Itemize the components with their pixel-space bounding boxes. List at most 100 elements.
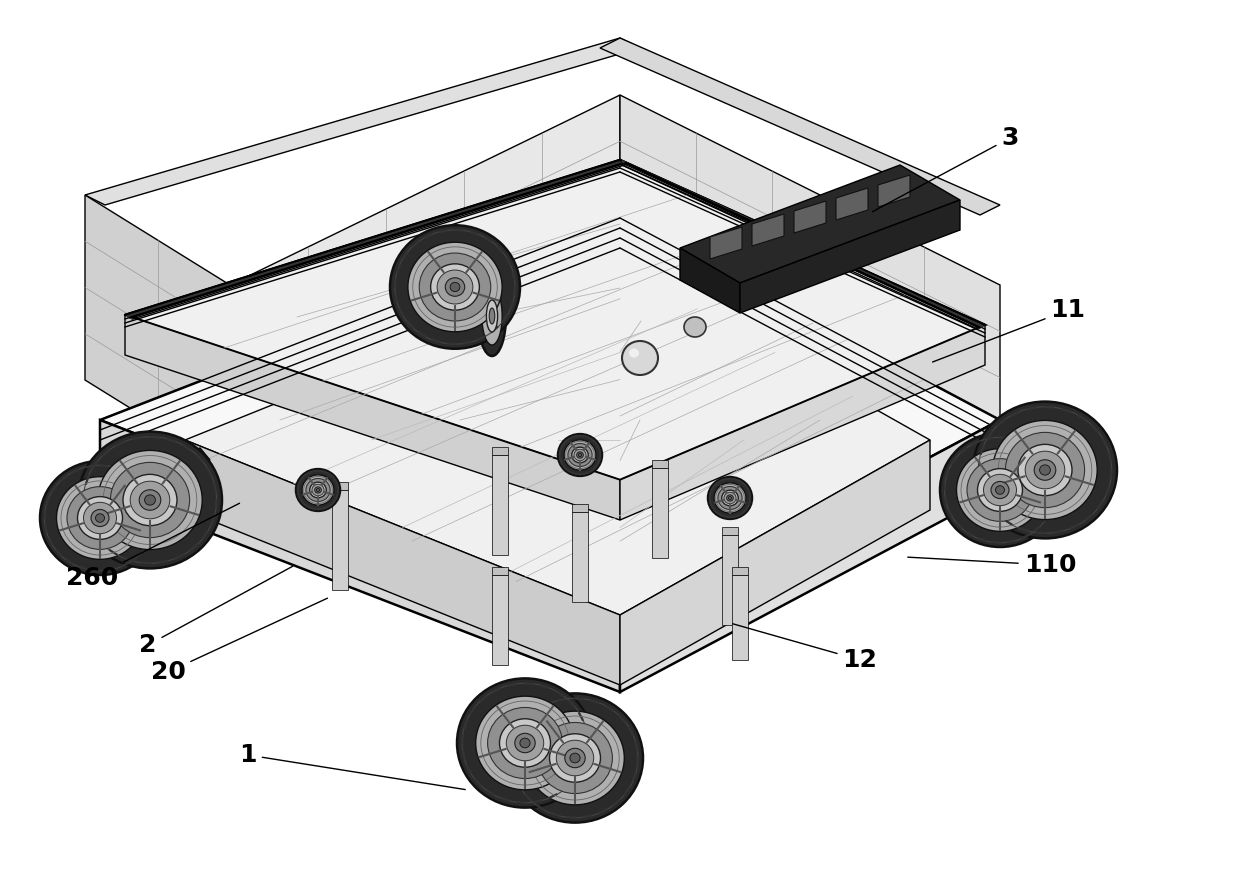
Ellipse shape — [95, 514, 104, 522]
Ellipse shape — [727, 495, 733, 501]
Ellipse shape — [110, 462, 190, 537]
Ellipse shape — [722, 490, 738, 506]
Ellipse shape — [145, 495, 155, 505]
Ellipse shape — [557, 740, 594, 776]
Ellipse shape — [568, 444, 593, 466]
Text: 110: 110 — [908, 553, 1076, 577]
Polygon shape — [652, 468, 668, 558]
Polygon shape — [722, 527, 738, 535]
Polygon shape — [420, 233, 490, 268]
Ellipse shape — [520, 738, 531, 748]
Ellipse shape — [419, 253, 491, 321]
Polygon shape — [492, 567, 508, 575]
Polygon shape — [229, 95, 620, 470]
Ellipse shape — [408, 242, 502, 332]
Ellipse shape — [78, 431, 222, 569]
Polygon shape — [125, 160, 985, 480]
Ellipse shape — [578, 453, 582, 457]
Ellipse shape — [1006, 432, 1085, 508]
Ellipse shape — [130, 481, 170, 519]
Ellipse shape — [538, 723, 613, 794]
Ellipse shape — [577, 452, 583, 458]
Ellipse shape — [67, 487, 133, 550]
Polygon shape — [572, 504, 588, 512]
Polygon shape — [185, 440, 620, 685]
Ellipse shape — [507, 693, 644, 822]
Ellipse shape — [458, 678, 593, 808]
Polygon shape — [1011, 425, 1060, 450]
Ellipse shape — [316, 488, 320, 492]
Ellipse shape — [708, 477, 751, 519]
Polygon shape — [878, 175, 910, 207]
Ellipse shape — [977, 469, 1023, 511]
Polygon shape — [100, 420, 620, 692]
Polygon shape — [794, 201, 826, 233]
Text: 20: 20 — [150, 598, 327, 684]
Polygon shape — [751, 214, 784, 246]
Ellipse shape — [83, 502, 117, 534]
Ellipse shape — [967, 458, 1033, 522]
Polygon shape — [155, 448, 210, 477]
Ellipse shape — [558, 434, 601, 476]
Text: 12: 12 — [733, 624, 878, 672]
Ellipse shape — [1018, 444, 1073, 495]
Polygon shape — [620, 440, 930, 685]
Ellipse shape — [1034, 459, 1055, 480]
Ellipse shape — [549, 734, 600, 782]
Ellipse shape — [477, 276, 506, 356]
Polygon shape — [100, 218, 999, 622]
Ellipse shape — [391, 225, 520, 349]
Polygon shape — [740, 200, 960, 313]
Polygon shape — [732, 567, 748, 575]
Polygon shape — [680, 248, 740, 313]
Ellipse shape — [991, 481, 1009, 499]
Polygon shape — [332, 482, 348, 490]
Ellipse shape — [993, 420, 1097, 520]
Ellipse shape — [486, 300, 497, 332]
Ellipse shape — [564, 440, 596, 470]
Ellipse shape — [629, 348, 639, 358]
Ellipse shape — [438, 270, 472, 304]
Polygon shape — [680, 165, 960, 283]
Ellipse shape — [570, 753, 580, 763]
Ellipse shape — [564, 748, 585, 767]
Ellipse shape — [506, 725, 543, 760]
Ellipse shape — [500, 718, 551, 767]
Polygon shape — [86, 38, 640, 205]
Ellipse shape — [515, 733, 536, 752]
Polygon shape — [652, 460, 668, 468]
Text: 2: 2 — [139, 566, 293, 657]
Text: 1: 1 — [239, 743, 465, 789]
Ellipse shape — [1039, 465, 1050, 475]
Ellipse shape — [98, 451, 202, 550]
Ellipse shape — [40, 461, 160, 575]
Ellipse shape — [450, 283, 460, 291]
Ellipse shape — [312, 484, 324, 496]
Polygon shape — [125, 315, 620, 520]
Ellipse shape — [956, 449, 1044, 531]
Ellipse shape — [983, 474, 1017, 506]
Ellipse shape — [303, 475, 334, 505]
Ellipse shape — [490, 308, 495, 324]
Ellipse shape — [430, 264, 480, 310]
Polygon shape — [86, 195, 229, 470]
Ellipse shape — [973, 402, 1117, 538]
Ellipse shape — [487, 708, 563, 779]
Ellipse shape — [77, 497, 123, 539]
Ellipse shape — [482, 287, 502, 345]
Text: 3: 3 — [873, 126, 1019, 212]
Polygon shape — [620, 95, 999, 470]
Ellipse shape — [123, 474, 177, 526]
Ellipse shape — [91, 509, 109, 527]
Ellipse shape — [296, 469, 340, 511]
Polygon shape — [620, 420, 999, 692]
Ellipse shape — [57, 477, 144, 559]
Ellipse shape — [574, 449, 587, 461]
Ellipse shape — [996, 486, 1004, 494]
Polygon shape — [600, 38, 999, 215]
Polygon shape — [620, 325, 985, 520]
Ellipse shape — [622, 341, 658, 375]
Ellipse shape — [940, 433, 1060, 547]
Ellipse shape — [718, 487, 742, 509]
Ellipse shape — [684, 317, 706, 337]
